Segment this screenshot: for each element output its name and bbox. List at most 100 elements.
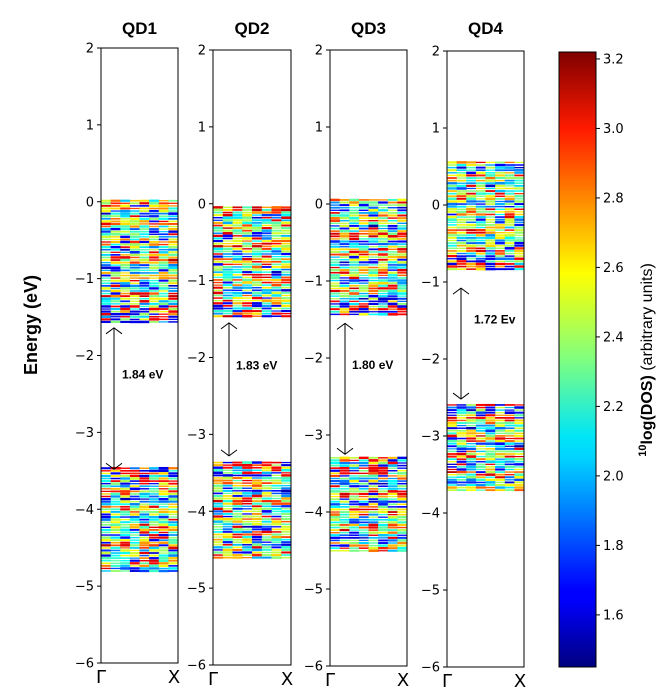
dos-line [168, 240, 179, 244]
dos-line [349, 534, 360, 537]
dos-line [252, 466, 263, 469]
dos-line [101, 217, 112, 220]
dos-line [387, 542, 398, 544]
dos-line [397, 303, 408, 305]
dos-line [242, 474, 253, 477]
panel-frame-bg [213, 50, 291, 665]
dos-line [358, 498, 369, 500]
dos-line [397, 541, 408, 545]
dos-line [129, 282, 140, 284]
dos-line [485, 265, 496, 268]
dos-line [120, 482, 131, 485]
dos-line [101, 505, 112, 508]
dos-line [358, 467, 369, 469]
dos-line [252, 513, 263, 515]
dos-line [110, 475, 121, 477]
dos-line [466, 445, 477, 447]
dos-line [378, 289, 389, 292]
dos-line [368, 534, 379, 536]
dos-line [242, 297, 253, 299]
dos-line [349, 219, 360, 222]
dos-line [378, 199, 389, 201]
dos-line [330, 547, 341, 550]
dos-line [168, 261, 179, 264]
dos-line [252, 307, 263, 310]
conduction-band [447, 403, 525, 492]
dos-line [120, 531, 131, 534]
dos-line [120, 295, 131, 298]
dos-line [158, 269, 169, 272]
dos-line [101, 470, 112, 472]
dos-line [158, 233, 169, 236]
dos-line [129, 521, 140, 523]
dos-line [242, 520, 253, 523]
dos-line [232, 302, 243, 305]
dos-line [232, 533, 243, 536]
dos-line [149, 490, 160, 493]
dos-line [261, 485, 272, 487]
dos-line [271, 229, 282, 232]
dos-line [495, 489, 506, 492]
conduction-band [213, 461, 292, 559]
dos-line [495, 244, 506, 247]
dos-line [485, 460, 496, 464]
colorbar: 1.61.82.02.22.42.62.83.03.2 10log(DOS) (… [558, 51, 656, 668]
dos-line [242, 548, 253, 551]
dos-line [232, 286, 243, 289]
dos-line [120, 254, 131, 256]
dos-line [213, 263, 224, 266]
dos-line [475, 450, 486, 453]
dos-line [139, 267, 150, 269]
dos-line [485, 455, 496, 458]
dos-line [213, 520, 224, 523]
dos-line [504, 424, 515, 427]
valence-band [101, 199, 179, 324]
dos-line [378, 284, 389, 287]
dos-line [358, 232, 369, 235]
dos-line [213, 286, 224, 289]
dos-line [139, 284, 150, 287]
dos-line [120, 261, 131, 264]
dos-line [485, 176, 496, 180]
dos-line [387, 526, 398, 529]
dos-line [447, 226, 458, 229]
dos-line [252, 281, 263, 284]
dos-line [387, 529, 398, 532]
dos-line [149, 269, 160, 272]
dos-line [129, 313, 140, 316]
dos-line [349, 245, 360, 248]
dos-line [358, 464, 369, 467]
dos-line [378, 277, 389, 279]
dos-line [252, 291, 263, 295]
dos-line [213, 297, 224, 299]
dos-line [339, 479, 350, 483]
dos-line [378, 268, 389, 272]
dos-line [222, 556, 233, 559]
dos-line [281, 502, 292, 505]
dos-line [397, 284, 408, 287]
dos-line [158, 503, 169, 505]
dos-line [466, 213, 477, 216]
dos-line [368, 466, 379, 470]
dos-line [349, 521, 360, 524]
dos-line [281, 278, 292, 282]
dos-line [158, 287, 169, 290]
dos-line [101, 472, 112, 475]
dos-line [261, 299, 272, 302]
dos-line [281, 206, 292, 209]
dos-line [514, 176, 525, 180]
dos-line [232, 268, 243, 271]
dos-line [456, 437, 467, 440]
dos-line [485, 409, 496, 412]
dos-line [158, 521, 169, 524]
dos-line [158, 220, 169, 222]
dos-line [485, 432, 496, 435]
dos-line [242, 500, 253, 503]
dos-line [139, 220, 150, 223]
dos-line [447, 195, 458, 198]
dos-line [330, 268, 341, 272]
dos-line [271, 472, 282, 474]
dos-line [120, 284, 131, 288]
dos-line [358, 490, 369, 493]
